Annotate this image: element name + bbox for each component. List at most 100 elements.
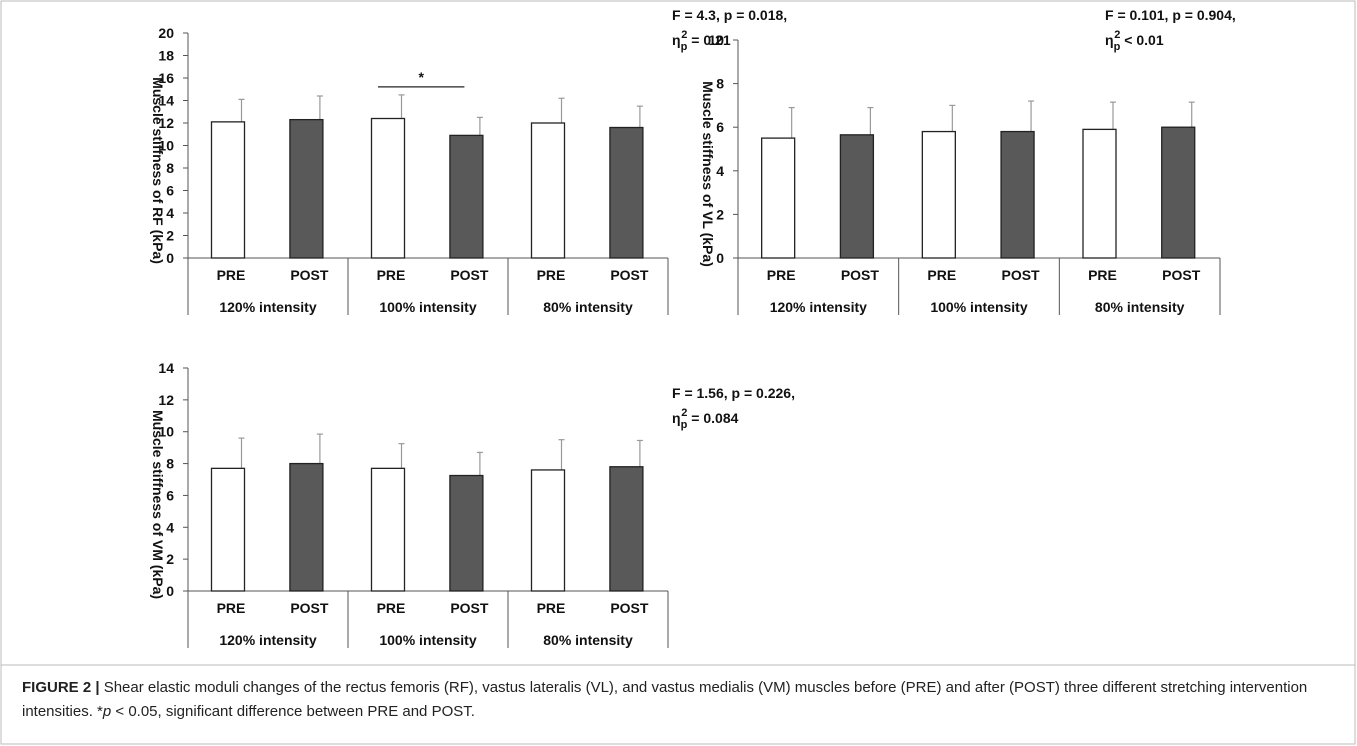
caption-italic: p [102, 703, 112, 720]
x-tick-label: POST [290, 267, 329, 283]
x-tick-label: PRE [767, 267, 796, 283]
bar [289, 118, 324, 259]
y-tick-label: 4 [166, 519, 174, 535]
bar [449, 474, 484, 592]
y-tick-label: 10 [158, 424, 174, 440]
y-tick-label: 2 [716, 206, 724, 222]
bar [210, 467, 246, 592]
stats-line: F = 0.101, p = 0.904, [1105, 7, 1236, 23]
y-tick-label: 14 [158, 360, 174, 376]
y-tick-label: 18 [158, 48, 174, 64]
bar [1161, 126, 1196, 259]
y-tick-label: 20 [158, 25, 174, 41]
bar [609, 126, 644, 259]
y-tick-label: 0 [716, 250, 724, 266]
bar [530, 469, 566, 592]
bar [449, 134, 484, 259]
x-tick-label: PRE [927, 267, 956, 283]
x-tick-label: PRE [377, 600, 406, 616]
group-label: 80% intensity [1095, 299, 1185, 315]
stats-rest: = 0.21 [687, 32, 730, 48]
bar [370, 117, 406, 259]
x-tick-label: PRE [377, 267, 406, 283]
x-tick-label: PRE [1088, 267, 1117, 283]
y-tick-label: 0 [166, 250, 174, 266]
group-label: 100% intensity [930, 299, 1027, 315]
bar [289, 462, 324, 592]
stats-line: ηp2 = 0.084 [672, 407, 739, 431]
caption: FIGURE 2 | Shear elastic moduli changes … [22, 676, 1332, 724]
bar [921, 130, 956, 259]
stats-eta: η [1105, 32, 1114, 48]
x-tick-label: POST [1162, 267, 1201, 283]
y-tick-label: 12 [158, 392, 174, 408]
group-label: 80% intensity [543, 632, 633, 648]
stats-sup: 2 [1114, 29, 1120, 41]
group-label: 80% intensity [543, 299, 633, 315]
caption-text: < 0.05, significant difference between P… [111, 703, 475, 720]
x-tick-label: POST [610, 600, 649, 616]
bar [839, 134, 875, 259]
stats-sub: p [1114, 41, 1121, 53]
group-label: 120% intensity [770, 299, 867, 315]
x-tick-label: POST [290, 600, 329, 616]
y-tick-label: 6 [166, 183, 174, 199]
bar [1082, 128, 1117, 259]
bar [761, 137, 796, 259]
x-tick-label: PRE [217, 600, 246, 616]
stats-line: F = 4.3, p = 0.018, [672, 7, 787, 23]
y-tick-label: 0 [166, 583, 174, 599]
stats-sup: 2 [681, 407, 687, 419]
bar [1000, 130, 1035, 259]
y-tick-label: 8 [166, 456, 174, 472]
y-tick-label: 4 [716, 163, 724, 179]
y-tick-label: 6 [166, 487, 174, 503]
y-axis-label: Muscle stiffness of VL (kPa) [700, 81, 716, 267]
bar [370, 467, 406, 592]
stats-sub: p [681, 41, 688, 53]
y-axis-label: Muscle stiffness of RF (kPa) [150, 77, 166, 264]
x-tick-label: POST [841, 267, 880, 283]
stats-rest: = 0.084 [687, 410, 738, 426]
y-tick-label: 16 [158, 70, 174, 86]
stats-eta: η [672, 410, 681, 426]
bar [210, 121, 246, 259]
caption-label: FIGURE 2 | [22, 679, 100, 696]
x-tick-label: POST [610, 267, 649, 283]
x-tick-label: PRE [217, 267, 246, 283]
y-tick-label: 2 [166, 228, 174, 244]
x-tick-label: PRE [537, 267, 566, 283]
x-tick-label: PRE [537, 600, 566, 616]
bar [609, 466, 644, 592]
group-label: 120% intensity [219, 632, 316, 648]
stats-line: F = 1.56, p = 0.226, [672, 385, 795, 401]
x-tick-label: POST [1001, 267, 1040, 283]
y-tick-label: 2 [166, 551, 174, 567]
group-label: 100% intensity [379, 632, 476, 648]
y-tick-label: 10 [708, 32, 724, 48]
significance-label: * [418, 69, 424, 85]
y-tick-label: 8 [166, 160, 174, 176]
y-tick-label: 14 [158, 93, 174, 109]
y-tick-label: 12 [158, 115, 174, 131]
group-label: 120% intensity [219, 299, 316, 315]
bar [530, 122, 566, 259]
y-tick-label: 8 [716, 76, 724, 92]
stats-rest: < 0.01 [1120, 32, 1163, 48]
stats-sup: 2 [681, 29, 687, 41]
stats-line: ηp2 = 0.21 [672, 29, 731, 53]
y-tick-label: 4 [166, 205, 174, 221]
y-tick-label: 6 [716, 119, 724, 135]
caption-text: Shear elastic moduli changes of the rect… [22, 679, 1308, 720]
y-axis-label: Muscle stiffness of VM (kPa) [150, 410, 166, 599]
stats-sub: p [681, 419, 688, 431]
x-tick-label: POST [450, 267, 489, 283]
y-tick-label: 10 [158, 138, 174, 154]
x-tick-label: POST [450, 600, 489, 616]
stats-eta: η [672, 32, 681, 48]
stats-line: ηp2 < 0.01 [1105, 29, 1164, 53]
group-label: 100% intensity [379, 299, 476, 315]
